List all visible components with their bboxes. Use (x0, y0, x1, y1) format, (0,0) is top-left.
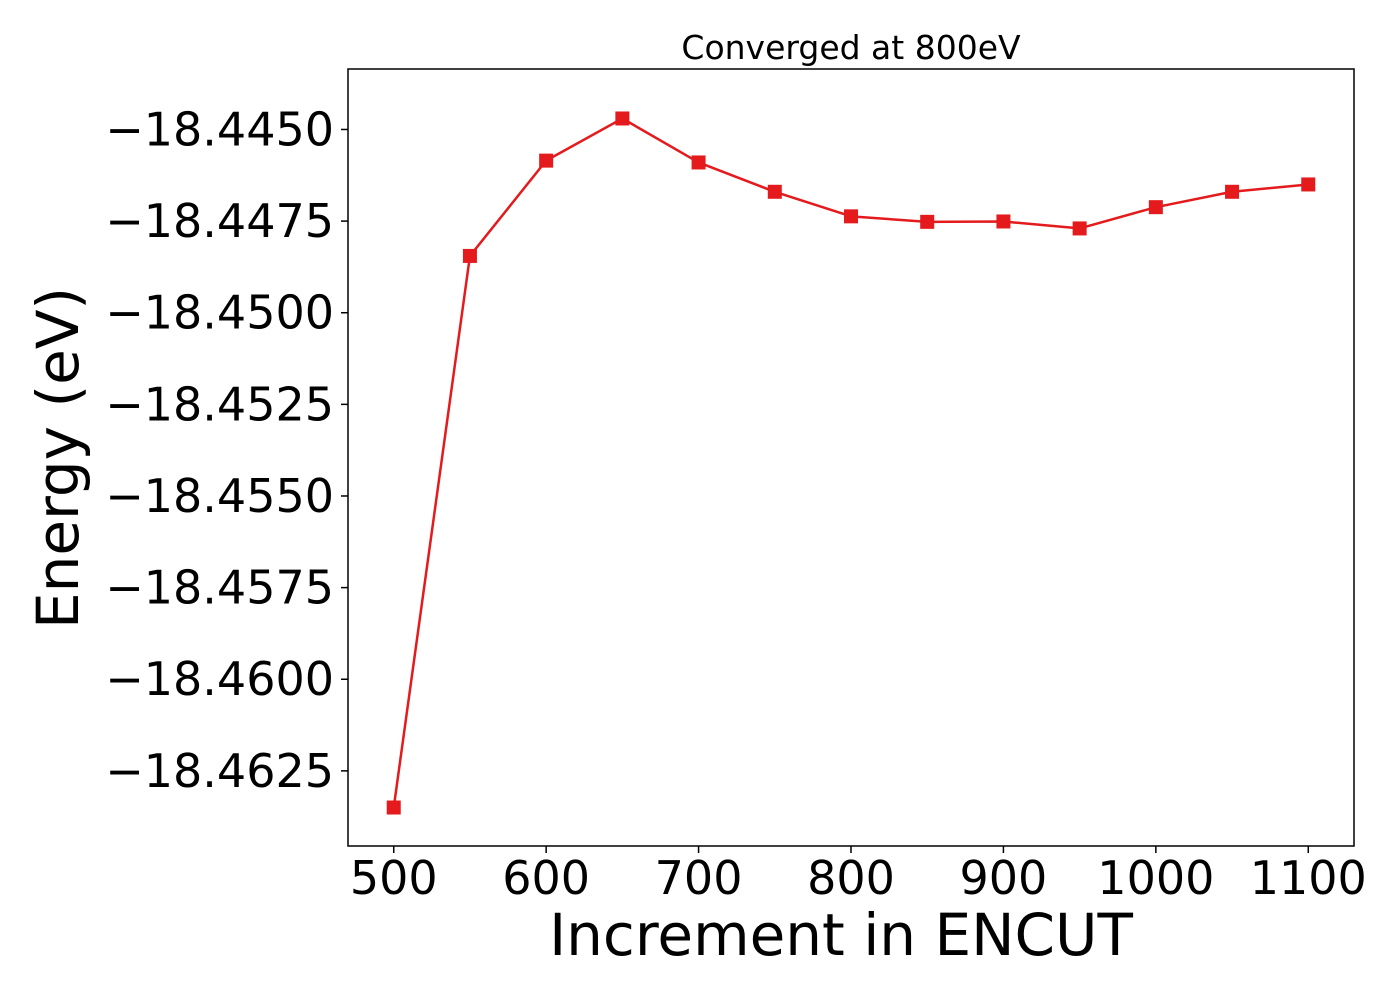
data-point-marker (1301, 177, 1316, 192)
data-point-marker (1148, 200, 1163, 215)
plot-area (386, 111, 1316, 815)
data-point-marker (920, 214, 935, 229)
data-point-marker (767, 184, 782, 199)
chart-title: Converged at 800eV (681, 28, 1021, 67)
x-tick-label: 1000 (1097, 851, 1214, 905)
data-point-marker (996, 214, 1011, 229)
x-axis-label: Increment in ENCUT (549, 901, 1133, 969)
y-tick-label: −18.4600 (105, 652, 334, 706)
y-tick-label: −18.4625 (105, 744, 334, 798)
x-axis-ticks: 500 600 700 800 900 1000 1100 (350, 846, 1367, 905)
y-axis-label: Energy (eV) (24, 287, 92, 629)
x-tick-label: 1100 (1250, 851, 1367, 905)
x-tick-label: 800 (807, 851, 895, 905)
data-point-marker (1225, 184, 1240, 199)
x-tick-label: 600 (502, 851, 590, 905)
y-tick-label: −18.4450 (105, 102, 334, 156)
data-point-marker (462, 248, 477, 263)
x-tick-label: 900 (960, 851, 1048, 905)
x-tick-label: 700 (655, 851, 743, 905)
y-tick-label: −18.4550 (105, 469, 334, 523)
data-point-marker (1072, 221, 1087, 236)
axes-frame (347, 68, 1355, 847)
data-point-marker (691, 155, 706, 170)
y-tick-label: −18.4575 (105, 561, 334, 615)
y-tick-label: −18.4525 (105, 377, 334, 431)
y-tick-label: −18.4475 (105, 194, 334, 248)
data-point-marker (539, 153, 554, 168)
y-tick-label: −18.4500 (105, 286, 334, 340)
data-point-marker (844, 209, 858, 224)
data-point-marker (615, 111, 630, 126)
data-point-marker (386, 800, 401, 815)
x-tick-label: 500 (350, 851, 438, 905)
y-axis-ticks: −18.4450 −18.4475 −18.4500 −18.4525 −18.4550… (105, 102, 348, 798)
